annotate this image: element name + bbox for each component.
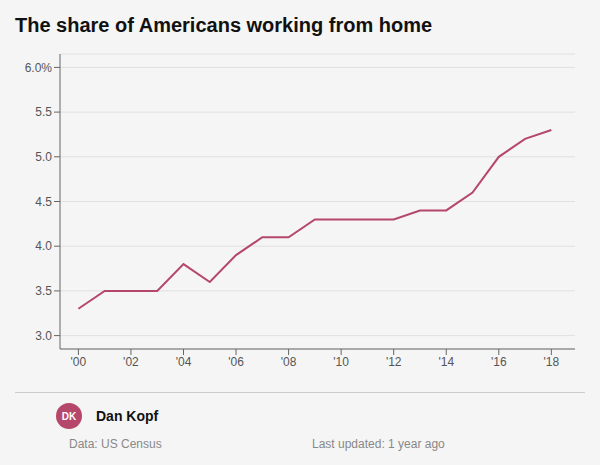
svg-text:'06: '06 bbox=[228, 355, 244, 369]
svg-text:5.5: 5.5 bbox=[35, 105, 52, 119]
svg-text:5.0: 5.0 bbox=[35, 150, 52, 164]
svg-text:'14: '14 bbox=[438, 355, 454, 369]
svg-text:'10: '10 bbox=[333, 355, 349, 369]
svg-text:'12: '12 bbox=[386, 355, 402, 369]
html-text:DK: DK bbox=[61, 410, 77, 422]
svg-text:'04: '04 bbox=[176, 355, 192, 369]
html-text:Dan Kopf: Dan Kopf bbox=[96, 408, 159, 424]
svg-text:'16: '16 bbox=[491, 355, 507, 369]
html-text:Last updated: 1 year ago: Last updated: 1 year ago bbox=[312, 437, 445, 451]
svg-text:3.5: 3.5 bbox=[35, 284, 52, 298]
svg-text:'08: '08 bbox=[281, 355, 297, 369]
html-text:Data: US Census: Data: US Census bbox=[69, 437, 162, 451]
svg-text:'00: '00 bbox=[71, 355, 87, 369]
html-text:The share of Americans working: The share of Americans working from home bbox=[15, 14, 433, 36]
svg-text:4.0: 4.0 bbox=[35, 239, 52, 253]
svg-text:'02: '02 bbox=[123, 355, 139, 369]
svg-text:'18: '18 bbox=[544, 355, 560, 369]
svg-text:4.5: 4.5 bbox=[35, 195, 52, 209]
svg-text:6.0%: 6.0% bbox=[25, 61, 53, 75]
svg-text:3.0: 3.0 bbox=[35, 329, 52, 343]
